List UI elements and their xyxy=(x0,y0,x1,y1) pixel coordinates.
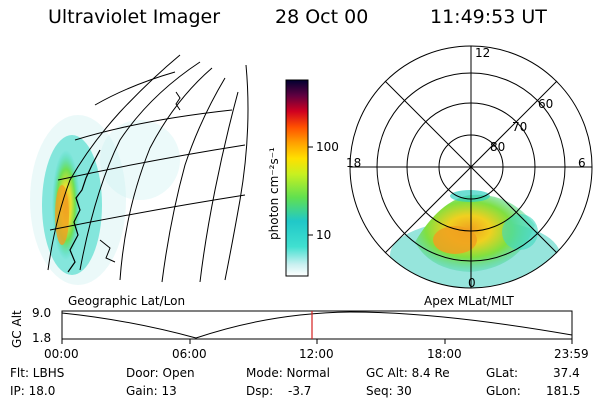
mlat-label-80: 80 xyxy=(490,140,506,154)
colorbar-unit-label: photon cm⁻²s⁻¹ xyxy=(267,147,281,240)
mlt-label-6: 6 xyxy=(578,156,586,170)
glat-label: GLat: xyxy=(486,366,519,380)
gain-readout: Gain: 13 xyxy=(126,384,177,398)
altitude-xtick-0: 00:00 xyxy=(44,347,79,361)
filter-readout: Flt: LBHS xyxy=(10,366,65,380)
altitude-xtick-4: 23:59 xyxy=(554,347,589,361)
app-title: Ultraviolet Imager xyxy=(48,6,221,28)
geo-caption: Geographic Lat/Lon xyxy=(68,294,186,308)
mlt-label-18: 18 xyxy=(346,156,362,170)
altitude-plot xyxy=(61,310,573,344)
geo-grid xyxy=(47,54,249,283)
colorbar-tick-10: 10 xyxy=(316,228,332,242)
mode-readout: Mode: Normal xyxy=(246,366,330,380)
mlat-label-60: 60 xyxy=(538,97,554,111)
time-label: 11:49:53 UT xyxy=(430,6,547,28)
gc-alt-readout: GC Alt: 8.4 Re xyxy=(366,366,450,380)
colorbar-tick-100: 100 xyxy=(316,140,339,154)
mlt-label-0: 0 xyxy=(468,276,476,290)
glat-value: 37.4 xyxy=(553,366,580,380)
mlt-label-12: 12 xyxy=(475,46,491,60)
ip-readout: IP: 18.0 xyxy=(10,384,56,398)
colorbar xyxy=(285,79,309,277)
altitude-xtick-1: 06:00 xyxy=(172,347,207,361)
altitude-xtick-3: 18:00 xyxy=(427,347,462,361)
mlat-label-70: 70 xyxy=(512,120,528,134)
polar-grid xyxy=(349,45,593,289)
seq-readout: Seq: 30 xyxy=(366,384,412,398)
dsp-label: Dsp: xyxy=(246,384,274,398)
dsp-value: -3.7 xyxy=(288,384,312,398)
polar-caption: Apex MLat/MLT xyxy=(424,294,514,308)
glon-value: 181.5 xyxy=(546,384,581,398)
door-readout: Door: Open xyxy=(126,366,195,380)
geo-aurora-image xyxy=(30,115,180,285)
glon-label: GLon: xyxy=(486,384,521,398)
date-label: 28 Oct 00 xyxy=(275,6,369,28)
polar-aurora-image xyxy=(390,190,560,288)
altitude-ytick-high: 9.0 xyxy=(32,306,52,320)
altitude-ylabel: GC Alt xyxy=(10,310,24,348)
altitude-ytick-low: 1.8 xyxy=(32,331,52,345)
altitude-xtick-2: 12:00 xyxy=(299,347,334,361)
